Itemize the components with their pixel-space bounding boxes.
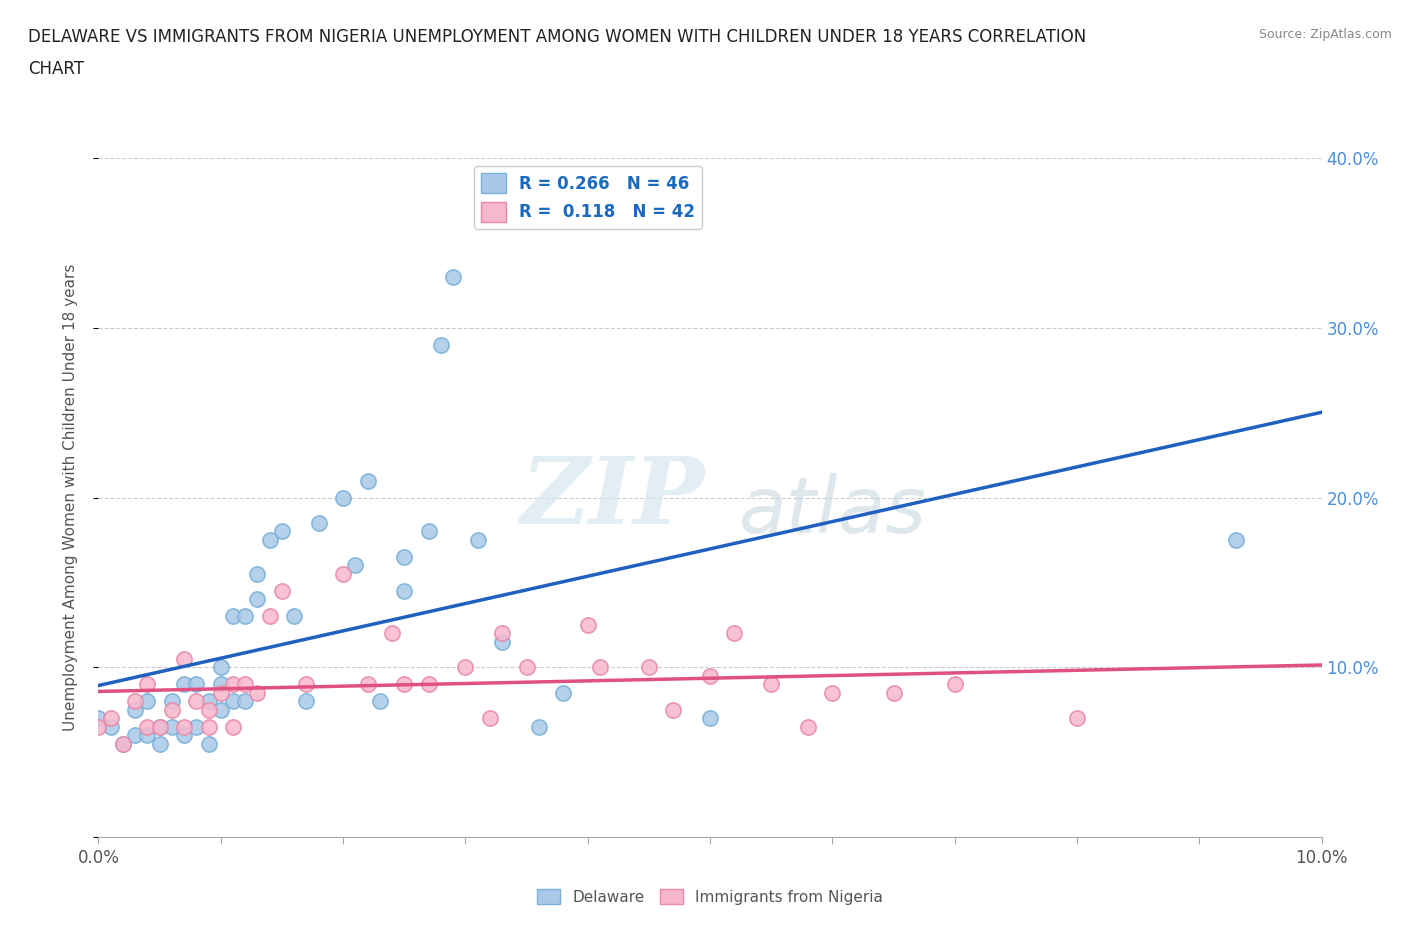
Point xyxy=(344,558,367,573)
Point xyxy=(1225,533,1247,548)
Point xyxy=(100,719,122,734)
Point xyxy=(418,677,440,692)
Point xyxy=(100,711,122,725)
Text: CHART: CHART xyxy=(28,60,84,78)
Point xyxy=(124,727,146,742)
Text: Source: ZipAtlas.com: Source: ZipAtlas.com xyxy=(1258,28,1392,41)
Point xyxy=(699,669,721,684)
Point xyxy=(283,609,305,624)
Text: ZIP: ZIP xyxy=(520,453,704,542)
Point xyxy=(883,685,905,700)
Point xyxy=(124,702,146,717)
Point xyxy=(295,694,318,709)
Point xyxy=(136,677,159,692)
Point xyxy=(209,702,232,717)
Point xyxy=(356,677,378,692)
Point xyxy=(136,694,159,709)
Point xyxy=(270,583,292,598)
Point xyxy=(186,677,208,692)
Point xyxy=(1066,711,1088,725)
Point xyxy=(576,618,599,632)
Point xyxy=(454,660,477,675)
Point xyxy=(418,525,440,539)
Point xyxy=(233,677,256,692)
Legend: Delaware, Immigrants from Nigeria: Delaware, Immigrants from Nigeria xyxy=(531,883,889,910)
Point xyxy=(173,719,195,734)
Point xyxy=(759,677,782,692)
Point xyxy=(491,634,513,649)
Point xyxy=(246,685,269,700)
Point xyxy=(723,626,745,641)
Point xyxy=(308,515,330,530)
Point xyxy=(392,677,416,692)
Point xyxy=(87,719,110,734)
Point xyxy=(392,550,416,565)
Point xyxy=(160,719,183,734)
Point xyxy=(637,660,661,675)
Point xyxy=(222,719,245,734)
Point xyxy=(527,719,550,734)
Point xyxy=(491,626,513,641)
Point xyxy=(222,694,245,709)
Point xyxy=(516,660,538,675)
Point xyxy=(222,609,245,624)
Point xyxy=(943,677,966,692)
Point xyxy=(553,685,575,700)
Point xyxy=(797,719,820,734)
Point xyxy=(332,490,354,505)
Text: DELAWARE VS IMMIGRANTS FROM NIGERIA UNEMPLOYMENT AMONG WOMEN WITH CHILDREN UNDER: DELAWARE VS IMMIGRANTS FROM NIGERIA UNEM… xyxy=(28,28,1087,46)
Point xyxy=(209,685,232,700)
Point xyxy=(209,677,232,692)
Point xyxy=(381,626,404,641)
Point xyxy=(478,711,501,725)
Point xyxy=(160,694,183,709)
Point xyxy=(111,737,134,751)
Point xyxy=(821,685,844,700)
Point xyxy=(259,533,281,548)
Text: atlas: atlas xyxy=(738,473,927,549)
Point xyxy=(233,609,256,624)
Point xyxy=(136,719,159,734)
Point xyxy=(430,338,453,352)
Point xyxy=(356,473,378,488)
Point xyxy=(441,270,464,285)
Point xyxy=(246,592,269,607)
Point xyxy=(111,737,134,751)
Point xyxy=(246,566,269,581)
Point xyxy=(233,694,256,709)
Point xyxy=(197,719,219,734)
Point xyxy=(197,694,219,709)
Point xyxy=(392,583,416,598)
Point xyxy=(589,660,612,675)
Point xyxy=(222,677,245,692)
Point xyxy=(186,694,208,709)
Point xyxy=(186,719,208,734)
Point xyxy=(173,727,195,742)
Point xyxy=(149,719,172,734)
Point xyxy=(467,533,489,548)
Point xyxy=(136,727,159,742)
Point xyxy=(197,737,219,751)
Point xyxy=(270,525,292,539)
Point xyxy=(259,609,281,624)
Point xyxy=(699,711,721,725)
Point xyxy=(332,566,354,581)
Point xyxy=(160,702,183,717)
Y-axis label: Unemployment Among Women with Children Under 18 years: Unemployment Among Women with Children U… xyxy=(63,264,77,731)
Point xyxy=(209,660,232,675)
Point xyxy=(149,719,172,734)
Point xyxy=(149,737,172,751)
Point xyxy=(662,702,685,717)
Point xyxy=(368,694,391,709)
Point xyxy=(173,677,195,692)
Point xyxy=(295,677,318,692)
Point xyxy=(87,711,110,725)
Point xyxy=(124,694,146,709)
Point xyxy=(173,651,195,666)
Point xyxy=(197,702,219,717)
